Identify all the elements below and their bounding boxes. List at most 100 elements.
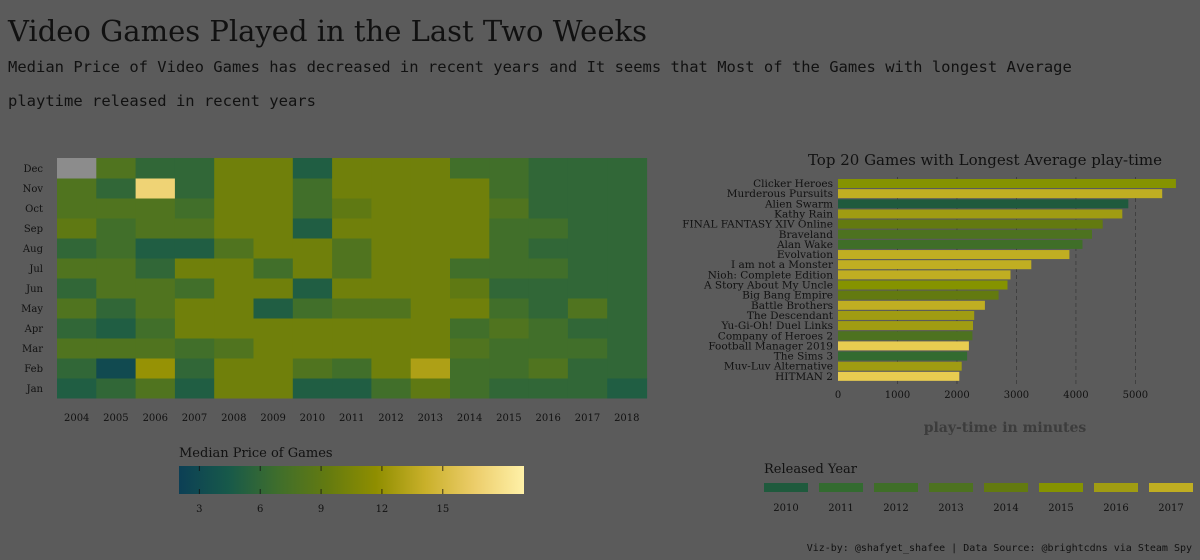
heatmap-cell bbox=[214, 378, 255, 399]
year-legend-swatch bbox=[1149, 483, 1193, 492]
heatmap-cell bbox=[332, 278, 372, 299]
heatmap-cell bbox=[174, 238, 215, 259]
bar bbox=[838, 290, 999, 300]
heatmap-cell bbox=[489, 358, 530, 379]
bar-category-label: Clicker Heroes bbox=[753, 178, 833, 190]
bar-x-axis-label: play-time in minutes bbox=[924, 420, 1087, 436]
heatmap-cell bbox=[528, 378, 569, 399]
heatmap-cell bbox=[371, 198, 412, 219]
caption: Viz-by: @shafyet_shafee | Data Source: @… bbox=[806, 543, 1192, 554]
heatmap-cell bbox=[332, 358, 372, 379]
heatmap-cell bbox=[292, 258, 333, 279]
heatmap-cell bbox=[371, 358, 412, 379]
bar-category-label: Football Manager 2019 bbox=[708, 340, 833, 352]
heatmap-cell bbox=[135, 278, 176, 299]
heatmap-cell bbox=[292, 198, 333, 219]
bar-x-tick-label: 3000 bbox=[1004, 390, 1029, 401]
heatmap-cell bbox=[410, 358, 451, 379]
bar bbox=[838, 361, 962, 371]
heatmap-cell bbox=[332, 258, 372, 279]
heatmap-cell bbox=[450, 378, 490, 399]
year-legend-swatch bbox=[1094, 483, 1138, 492]
heatmap-cell bbox=[135, 258, 176, 279]
heatmap-cell bbox=[371, 298, 412, 319]
heatmap-cell bbox=[135, 298, 176, 319]
heatmap-year-label: 2013 bbox=[418, 413, 443, 424]
released-year-legend: Released Year 2010 2011 2012 2013 2014 2015 20… bbox=[764, 462, 1193, 514]
heatmap-cell bbox=[253, 338, 294, 359]
year-legend-swatch bbox=[764, 483, 808, 492]
heatmap-cell bbox=[450, 218, 490, 239]
heatmap-cell bbox=[371, 318, 412, 339]
heatmap-cell bbox=[410, 278, 451, 299]
heatmap-cell bbox=[410, 258, 451, 279]
bar-category-label: FINAL FANTASY XIV Online bbox=[682, 219, 833, 231]
bar bbox=[838, 321, 973, 331]
bar-x-tick-label: 4000 bbox=[1063, 390, 1088, 401]
heatmap-month-label: Jun bbox=[25, 284, 43, 295]
heatmap-month-label: Aug bbox=[22, 244, 44, 255]
heatmap-cell bbox=[214, 218, 255, 239]
heatmap-cell bbox=[57, 318, 97, 339]
heatmap-month-label: Sep bbox=[24, 224, 43, 235]
heatmap-cell bbox=[410, 298, 451, 319]
heatmap-year-label: 2010 bbox=[300, 413, 325, 424]
year-legend-label: 2013 bbox=[938, 503, 963, 514]
heatmap-cell bbox=[489, 238, 530, 259]
heatmap-cell bbox=[332, 198, 372, 219]
heatmap-cell bbox=[214, 178, 255, 199]
heatmap-cell bbox=[450, 298, 490, 319]
heatmap-cell bbox=[489, 378, 530, 399]
year-legend-swatch bbox=[1039, 483, 1083, 492]
heatmap-year-label: 2007 bbox=[182, 413, 207, 424]
heatmap-year-label: 2018 bbox=[614, 413, 639, 424]
heatmap-cell bbox=[410, 178, 451, 199]
heatmap-cell bbox=[489, 318, 530, 339]
year-legend-label: 2012 bbox=[883, 503, 908, 514]
heatmap-cell bbox=[607, 158, 648, 179]
bar bbox=[838, 260, 1032, 270]
heatmap-cell bbox=[567, 358, 608, 379]
heatmap-cell bbox=[567, 338, 608, 359]
heatmap-cell bbox=[371, 218, 412, 239]
heatmap-cell bbox=[607, 378, 648, 399]
heatmap-cell bbox=[57, 358, 97, 379]
heatmap-cell bbox=[214, 238, 255, 259]
heatmap-cell bbox=[410, 198, 451, 219]
heatmap-cell bbox=[135, 238, 176, 259]
year-legend-label: 2010 bbox=[773, 503, 798, 514]
heatmap-cell bbox=[567, 298, 608, 319]
heatmap-year-label: 2017 bbox=[575, 413, 600, 424]
bar-category-label: Braveland bbox=[779, 229, 834, 241]
heatmap-cell bbox=[450, 238, 490, 259]
colorbar-tick-label: 3 bbox=[196, 504, 202, 515]
bar-category-label: Muv-Luv Alternative bbox=[724, 361, 833, 373]
heatmap-cell bbox=[489, 278, 530, 299]
bar bbox=[838, 239, 1083, 249]
heatmap-cell bbox=[292, 278, 333, 299]
heatmap-year-labels: 2004 2005 2006 2007 2008 2009 2010 2011 2012 2013… bbox=[64, 413, 640, 424]
bar bbox=[838, 250, 1070, 260]
heatmap-year-label: 2016 bbox=[535, 413, 560, 424]
heatmap-cell bbox=[174, 158, 215, 179]
bar bbox=[838, 371, 960, 381]
bar-category-label: HITMAN 2 bbox=[775, 371, 833, 383]
heatmap-cell bbox=[607, 358, 648, 379]
heatmap-cell bbox=[135, 358, 176, 379]
heatmap-cell bbox=[332, 378, 372, 399]
bar-category-label: Nioh: Complete Edition bbox=[708, 269, 834, 281]
colorbar-gradient bbox=[179, 466, 524, 494]
heatmap-cell bbox=[410, 238, 451, 259]
bar-category-label: Big Bang Empire bbox=[742, 290, 833, 302]
heatmap-cell bbox=[607, 178, 648, 199]
bar-x-tick-label: 5000 bbox=[1123, 390, 1148, 401]
bar bbox=[838, 300, 985, 310]
heatmap-cell bbox=[450, 358, 490, 379]
heatmap-cell bbox=[253, 238, 294, 259]
heatmap-cell bbox=[567, 318, 608, 339]
heatmap-cell bbox=[489, 158, 530, 179]
heatmap-cell bbox=[371, 158, 412, 179]
bar-category-label: Yu-Gi-Oh! Duel Links bbox=[721, 320, 834, 332]
heatmap-cell bbox=[371, 338, 412, 359]
heatmap-cell bbox=[567, 238, 608, 259]
